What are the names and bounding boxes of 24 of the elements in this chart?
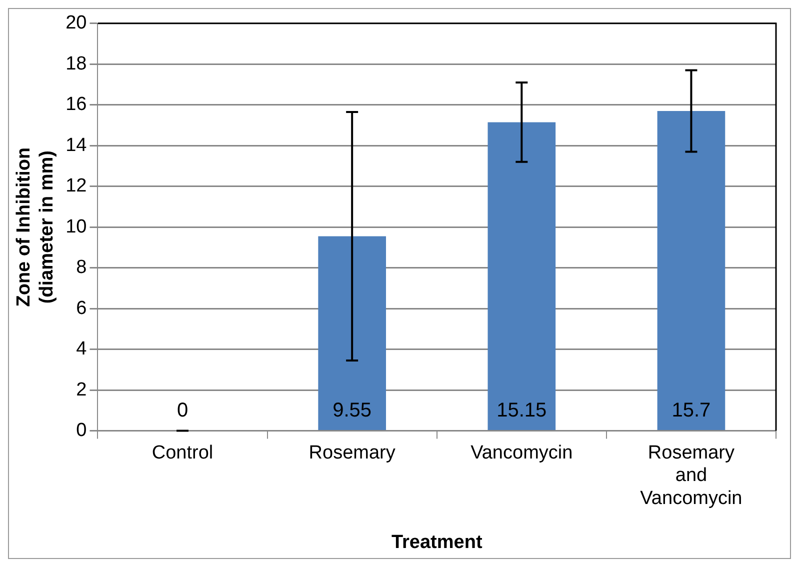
data-label: 0 <box>176 399 188 422</box>
x-tick-label: Rosemary and Vancomycin <box>640 442 742 510</box>
bar <box>318 236 386 430</box>
y-tick-label: 8 <box>76 257 87 278</box>
data-label: 9.55 <box>332 399 372 422</box>
y-tick-label: 4 <box>76 338 88 360</box>
y-tick-label: 18 <box>66 53 87 74</box>
y-tick-label: 20 <box>66 12 87 34</box>
x-tick-label: Vancomycin <box>470 442 573 464</box>
y-tick-label: 0 <box>76 420 87 442</box>
bar <box>657 110 726 430</box>
y-tick-label: 12 <box>66 176 87 197</box>
y-tick-label: 2 <box>76 379 87 400</box>
x-tick-label: Rosemary <box>308 442 396 464</box>
data-label: 15.7 <box>672 399 711 422</box>
bar <box>488 122 556 430</box>
x-axis-title: Treatment <box>391 532 483 553</box>
data-label: 15.15 <box>496 399 547 422</box>
y-tick-label: 16 <box>66 94 87 116</box>
y-axis-title: Zone of Inhibition (diameter in mm) <box>14 147 58 307</box>
y-tick-label: 6 <box>76 298 87 319</box>
x-tick-label: Control <box>152 442 214 464</box>
y-tick-label: 10 <box>66 216 87 238</box>
y-tick-label: 14 <box>66 134 88 156</box>
